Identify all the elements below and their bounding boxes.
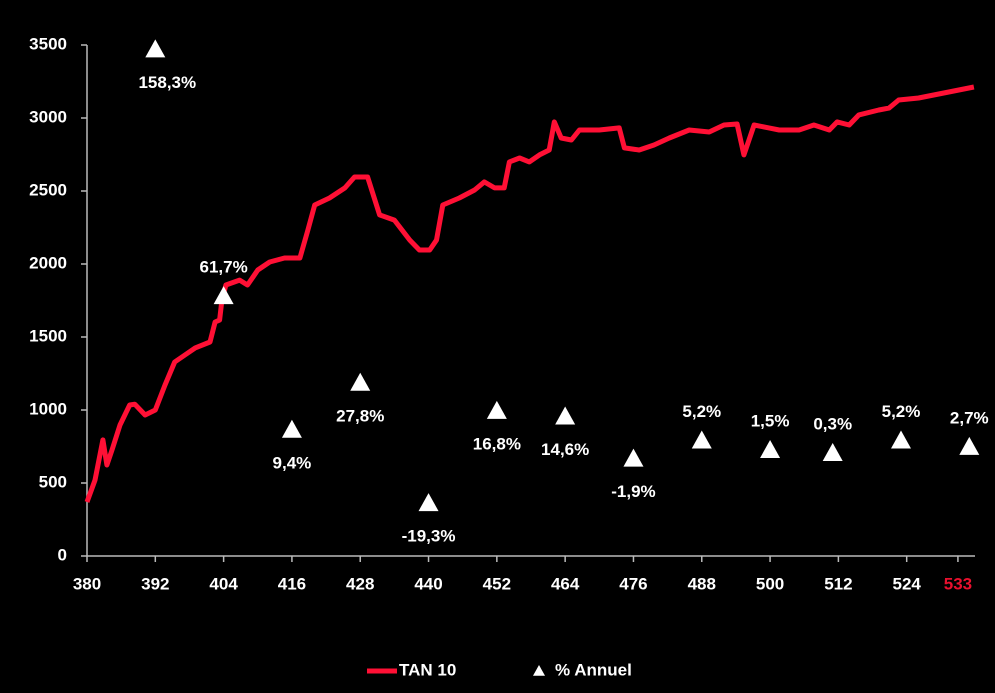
data-label: -1,9% bbox=[611, 482, 655, 501]
y-tick-label: 2000 bbox=[29, 253, 67, 272]
y-tick-label: 500 bbox=[39, 472, 67, 491]
x-tick-label: 380 bbox=[73, 574, 101, 593]
legend-label: % Annuel bbox=[555, 660, 632, 679]
x-tick-label: 533 bbox=[944, 574, 972, 593]
triangle-marker bbox=[891, 430, 911, 449]
y-tick-label: 3000 bbox=[29, 107, 67, 126]
x-tick-label: 512 bbox=[824, 574, 852, 593]
data-label: 1,5% bbox=[751, 411, 790, 430]
x-tick-label: 428 bbox=[346, 574, 374, 593]
data-label: 16,8% bbox=[473, 434, 521, 453]
x-tick-label: 500 bbox=[756, 574, 784, 593]
triangle-marker bbox=[555, 406, 576, 425]
x-tick-label: 452 bbox=[483, 574, 511, 593]
triangle-marker bbox=[959, 436, 980, 455]
data-label: 2,7% bbox=[950, 408, 989, 427]
y-tick-label: 1000 bbox=[29, 399, 67, 418]
triangle-marker bbox=[822, 443, 843, 462]
data-label: 0,3% bbox=[813, 415, 852, 434]
line-series bbox=[84, 84, 975, 503]
y-tick-label: 3500 bbox=[29, 34, 67, 53]
x-tick-label: 416 bbox=[278, 574, 306, 593]
x-tick-label: 524 bbox=[893, 574, 922, 593]
data-label: 61,7% bbox=[200, 258, 248, 277]
triangle-marker bbox=[281, 419, 302, 438]
data-label: 158,3% bbox=[138, 73, 196, 92]
triangle-marker bbox=[213, 286, 234, 305]
y-tick-label: 1500 bbox=[29, 326, 67, 345]
triangle-marker bbox=[418, 493, 439, 512]
legend-label: TAN 10 bbox=[399, 660, 456, 679]
data-label: 9,4% bbox=[273, 453, 312, 472]
y-tick-label: 2500 bbox=[29, 180, 67, 199]
x-tick-label: 488 bbox=[688, 574, 716, 593]
triangle-marker bbox=[760, 439, 781, 458]
triangle-marker bbox=[486, 400, 507, 419]
data-label: 27,8% bbox=[336, 406, 384, 425]
data-label: -19,3% bbox=[402, 527, 456, 546]
triangle-marker bbox=[691, 430, 712, 449]
data-label: 14,6% bbox=[541, 440, 589, 459]
triangle-marker bbox=[350, 372, 371, 391]
x-tick-label: 404 bbox=[209, 574, 238, 593]
data-label: 5,2% bbox=[882, 402, 921, 421]
data-label: 5,2% bbox=[682, 402, 721, 421]
legend-swatch bbox=[533, 665, 545, 676]
y-tick-label: 0 bbox=[58, 545, 67, 564]
x-tick-label: 464 bbox=[551, 574, 580, 593]
triangle-marker bbox=[145, 39, 166, 58]
x-tick-label: 392 bbox=[141, 574, 169, 593]
triangle-marker bbox=[623, 448, 644, 467]
x-tick-label: 476 bbox=[619, 574, 647, 593]
x-tick-label: 440 bbox=[414, 574, 442, 593]
